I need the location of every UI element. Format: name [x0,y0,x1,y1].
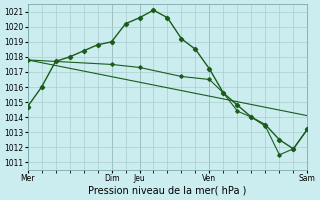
X-axis label: Pression niveau de la mer( hPa ): Pression niveau de la mer( hPa ) [88,186,247,196]
